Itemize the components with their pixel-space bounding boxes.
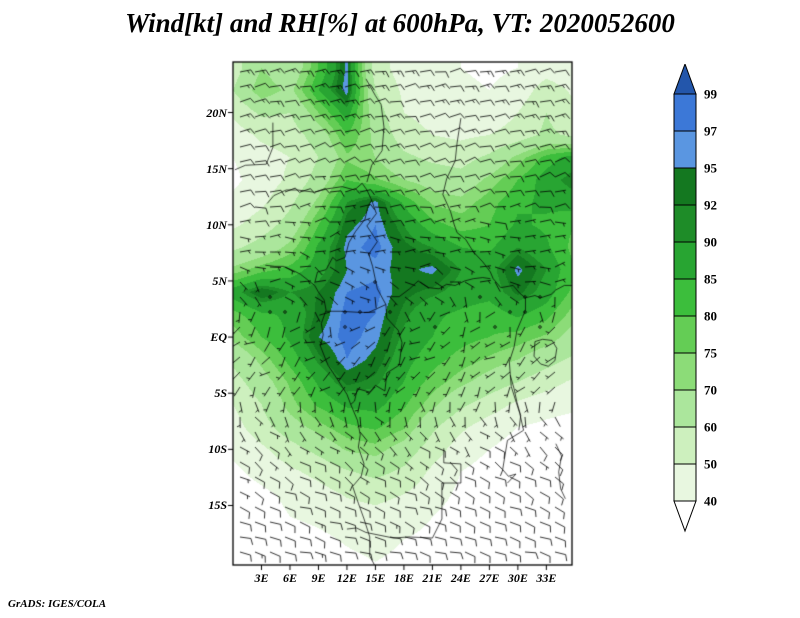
lon-tick-label: 33E bbox=[536, 571, 557, 585]
colorbar-segment bbox=[673, 167, 697, 206]
lat-tick-label: 5N bbox=[212, 273, 227, 288]
colorbar-label: 50 bbox=[704, 457, 717, 472]
lat-tick-label: 15N bbox=[206, 161, 227, 176]
colorbar-label: 40 bbox=[704, 494, 717, 509]
lat-tick-label: 5S bbox=[214, 386, 227, 401]
colorbar-segment bbox=[673, 315, 697, 354]
colorbar-segment bbox=[673, 389, 697, 428]
lon-tick-label: 3E bbox=[254, 571, 269, 585]
colorbar-segment bbox=[673, 204, 697, 243]
lon-tick-label: 21E bbox=[422, 571, 443, 585]
colorbar-segment bbox=[673, 130, 697, 169]
lat-tick-label: 15S bbox=[208, 498, 227, 513]
lon-tick-label: 15E bbox=[365, 571, 386, 585]
colorbar-label: 70 bbox=[704, 383, 717, 398]
lon-tick-label: 6E bbox=[282, 571, 297, 585]
colorbar-segment bbox=[673, 500, 697, 533]
lon-tick-label: 27E bbox=[479, 571, 500, 585]
colorbar: 99 97 95 92 90 85 80 75 70 60 50 40 bbox=[673, 64, 718, 533]
colorbar-label: 90 bbox=[704, 235, 717, 250]
colorbar-segment bbox=[673, 352, 697, 391]
colorbar-label: 60 bbox=[704, 420, 717, 435]
map-area: 20N 15N 10N 5N EQ 5S 10S 15S 3E 6E 9E 12E 15E 18E 21E… bbox=[206, 54, 580, 585]
lat-tick-label: 20N bbox=[206, 105, 227, 120]
colorbar-segment bbox=[673, 64, 697, 95]
colorbar-label: 97 bbox=[704, 124, 718, 139]
colorbar-segment bbox=[673, 463, 697, 502]
lon-tick-label: 30E bbox=[507, 571, 528, 585]
lon-tick-label: 18E bbox=[393, 571, 414, 585]
lat-tick-label: EQ bbox=[210, 330, 227, 345]
colorbar-segment bbox=[673, 241, 697, 280]
lat-tick-label: 10N bbox=[206, 217, 227, 232]
colorbar-label: 80 bbox=[704, 309, 717, 324]
colorbar-segment bbox=[673, 426, 697, 465]
colorbar-label: 92 bbox=[704, 198, 717, 213]
lon-tick-label: 9E bbox=[311, 571, 326, 585]
map-canvas bbox=[225, 54, 580, 573]
colorbar-segment bbox=[673, 93, 697, 132]
colorbar-label: 95 bbox=[704, 161, 718, 176]
plot-title: Wind[kt] and RH[%] at 600hPa, VT: 202005… bbox=[125, 8, 675, 38]
credit-text: GrADS: IGES/COLA bbox=[8, 598, 107, 610]
colorbar-label: 75 bbox=[704, 346, 718, 361]
colorbar-segment bbox=[673, 278, 697, 317]
lon-tick-label: 24E bbox=[450, 571, 471, 585]
lon-tick-label: 12E bbox=[336, 571, 357, 585]
colorbar-label: 85 bbox=[704, 272, 718, 287]
colorbar-label: 99 bbox=[704, 87, 718, 102]
lat-tick-label: 10S bbox=[208, 442, 227, 457]
